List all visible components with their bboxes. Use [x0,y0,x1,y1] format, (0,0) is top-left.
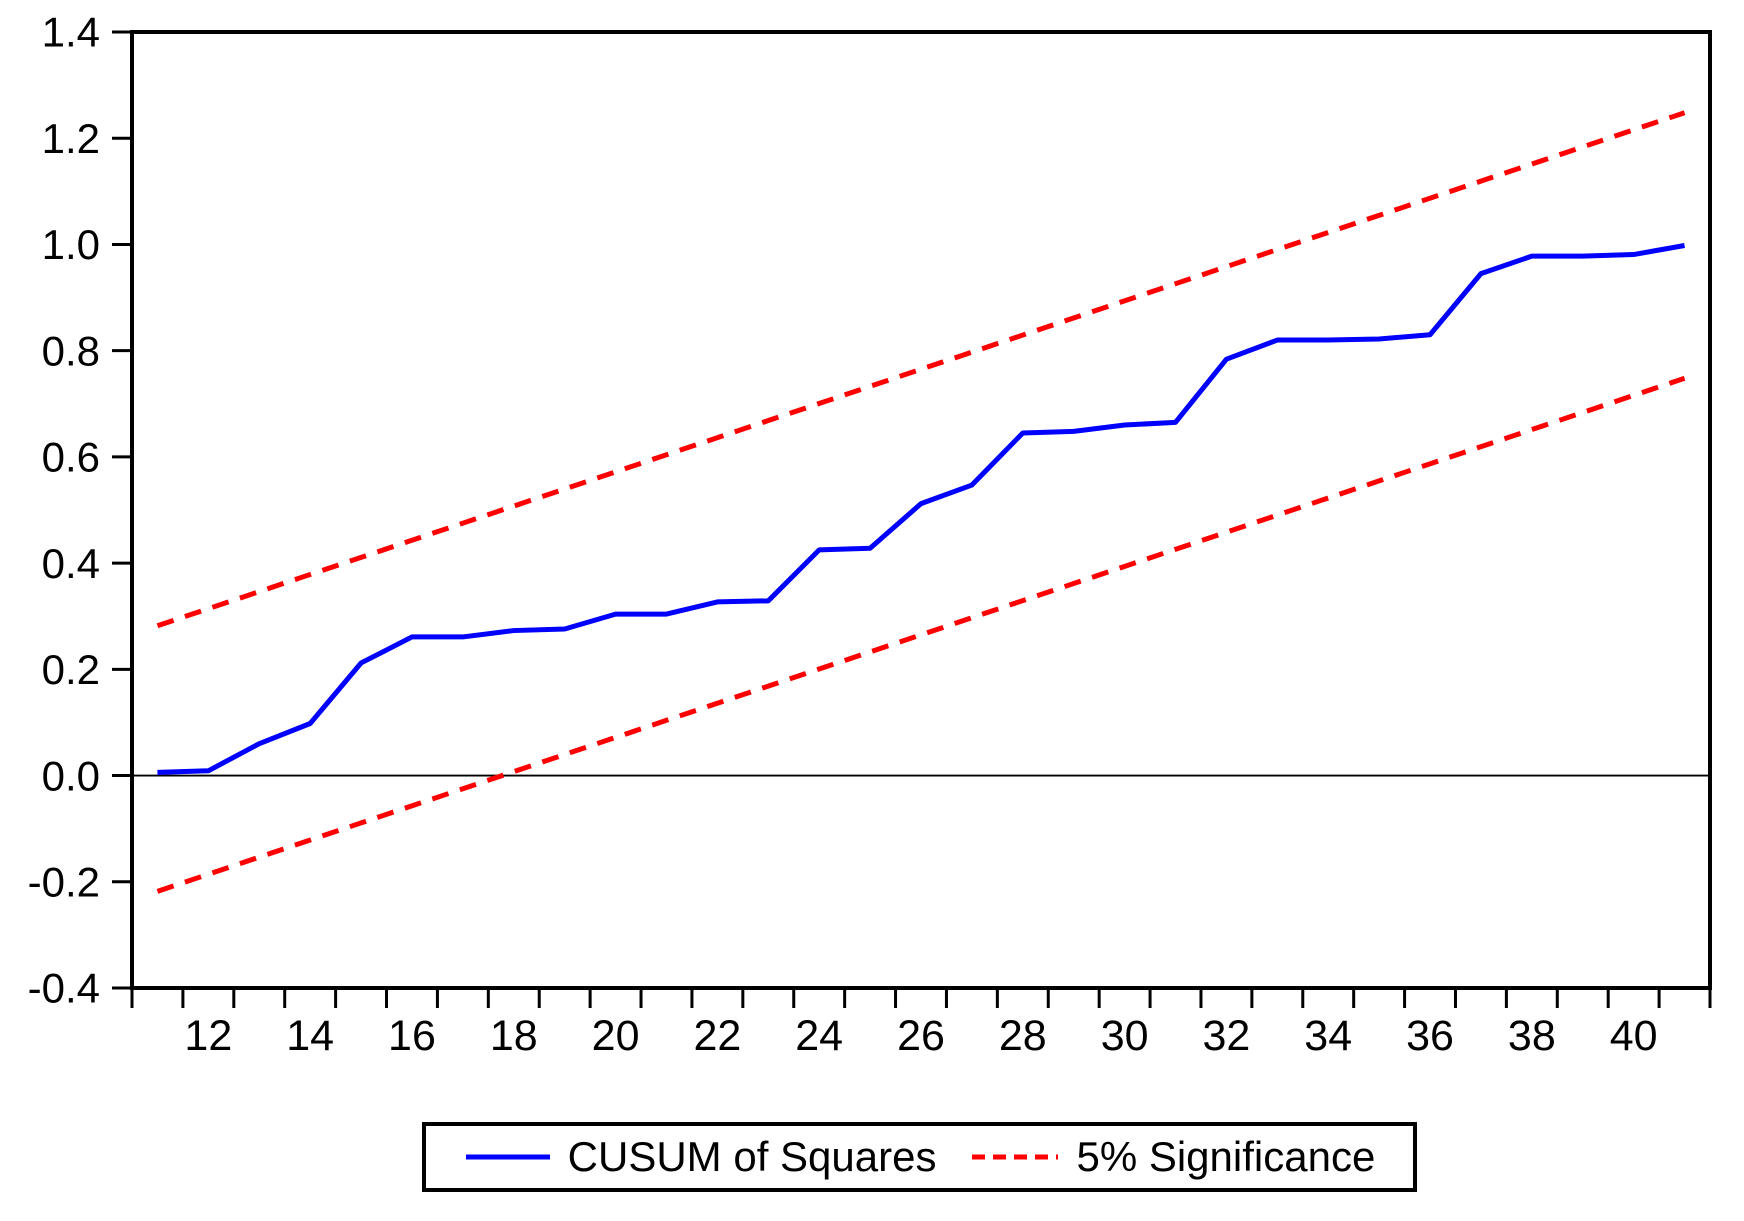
x-axis-tick-label: 20 [592,1012,640,1060]
x-axis-tick-label: 32 [1202,1012,1250,1060]
x-axis-tick-label: 28 [999,1012,1047,1060]
x-axis-tick-label: 40 [1610,1012,1658,1060]
cusum-of-squares-line [157,243,1685,775]
legend-label-cusum: CUSUM of Squares [567,1133,937,1180]
y-axis-tick-label: 1.0 [42,221,100,268]
x-axis-tick-label: 22 [693,1012,741,1060]
significance-upper-bound-line [156,110,1686,629]
x-axis-tick-label: 38 [1508,1012,1556,1060]
x-axis-tick-label: 12 [184,1012,232,1060]
x-axis-tick-label: 16 [388,1012,436,1060]
y-axis-tick-label: 0.2 [42,646,100,693]
legend-label-significance: 5% Significance [1076,1133,1376,1180]
x-axis-tick-label: 26 [897,1012,945,1060]
y-axis-tick-label: 1.2 [42,115,100,162]
y-axis-tick-label: -0.4 [28,965,100,1012]
x-axis-tick-label: 14 [286,1012,334,1060]
cusum-line-sample-icon [465,1154,550,1160]
x-axis-tick-label: 34 [1304,1012,1352,1060]
chart-legend: CUSUM of Squares 5% Significance [422,1122,1417,1192]
y-axis-tick-label: 0.8 [42,327,100,374]
legend-entry-cusum: CUSUM of Squares [464,1133,937,1180]
y-axis-tick-label: 1.4 [42,9,100,56]
plot-frame [130,30,1712,990]
x-axis-tick-label: 36 [1406,1012,1454,1060]
significance-lower-bound-line [156,375,1686,894]
y-axis-tick-label: 0.0 [42,752,100,799]
legend-entry-significance: 5% Significance [970,1136,1375,1178]
y-axis-tick-label: -0.2 [28,858,100,905]
x-axis-tick-label: 30 [1101,1012,1149,1060]
x-axis-tick-label: 24 [795,1012,843,1060]
significance-dashed-line-sample-icon [972,1154,1059,1160]
x-axis-tick-label: 18 [490,1012,538,1060]
y-axis-tick-label: 0.6 [42,434,100,481]
y-axis-tick-label: 0.4 [42,540,100,587]
